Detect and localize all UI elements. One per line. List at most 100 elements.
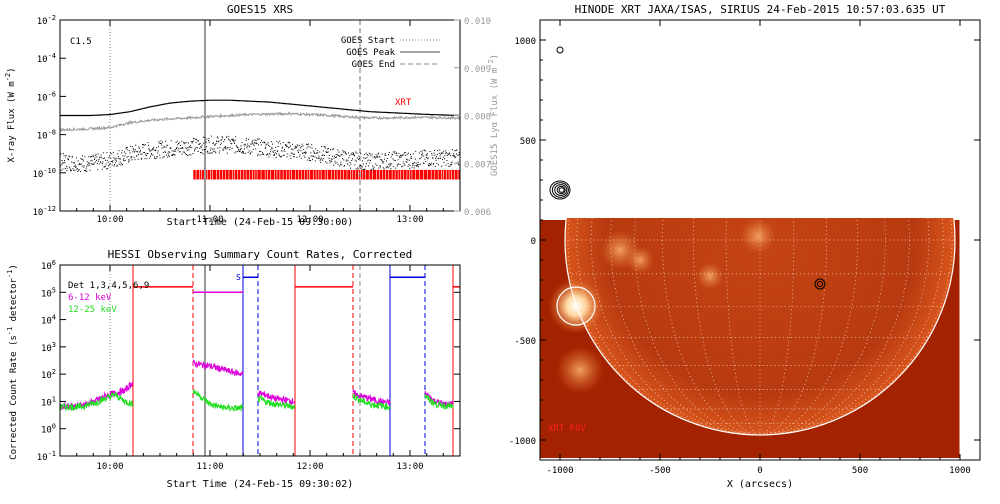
goes-short-channel-point — [142, 144, 143, 146]
goes-short-channel-point — [338, 155, 340, 157]
goes-short-channel-point — [251, 141, 253, 143]
goes-short-channel-point — [456, 149, 458, 151]
xrt-longitude-line — [576, 218, 761, 436]
goes-short-channel-point — [412, 164, 414, 166]
goes-y-right-tick-label: 0.009 — [464, 65, 491, 75]
goes-short-channel-point — [412, 163, 413, 165]
goes-short-channel-point — [158, 146, 159, 148]
goes-short-channel-point — [165, 146, 167, 148]
goes-short-channel-point — [187, 147, 189, 149]
xrt-longitude-line — [759, 218, 858, 436]
goes-short-channel-point — [139, 151, 141, 153]
goes-short-channel-point — [375, 154, 377, 156]
goes-short-channel-point — [451, 164, 453, 166]
hessi-y-tick-label: 102 — [41, 368, 56, 381]
goes-short-channel-point — [323, 145, 325, 147]
goes-short-channel-point — [115, 157, 117, 159]
goes-short-channel-point — [244, 145, 246, 147]
goes-short-channel-point — [416, 165, 417, 167]
goes-short-channel-point — [420, 156, 422, 158]
goes-short-channel-point — [98, 160, 99, 162]
goes-short-channel-point — [403, 163, 405, 165]
goes-short-channel-point — [150, 155, 151, 157]
goes-short-channel-point — [314, 160, 316, 162]
hessi-x-tick-label: 10:00 — [96, 462, 123, 472]
goes-short-channel-point — [105, 159, 107, 161]
goes-short-channel-point — [441, 165, 443, 167]
xrt-longitude-line — [759, 218, 828, 436]
goes-short-channel-point — [274, 150, 276, 152]
goes-short-channel-point — [384, 154, 386, 156]
goes-short-channel-point — [397, 159, 399, 161]
goes-short-channel-point — [115, 159, 117, 161]
goes-short-channel-point — [240, 145, 242, 147]
xrt-x-tick-label: -1000 — [546, 466, 573, 476]
goes-short-channel-point — [88, 162, 90, 164]
goes-short-channel-point — [230, 138, 232, 140]
goes-short-channel-point — [130, 157, 132, 159]
goes-short-channel-point — [251, 151, 253, 153]
goes-short-channel-point — [84, 156, 86, 158]
goes-short-channel-point — [242, 151, 244, 153]
hessi-12-25kev-line — [60, 391, 134, 412]
goes-short-channel-point — [224, 146, 226, 148]
goes-short-channel-point — [259, 150, 261, 152]
goes-short-channel-point — [402, 161, 404, 163]
goes-short-channel-point — [200, 147, 202, 149]
goes-short-channel-point — [129, 150, 131, 152]
goes-short-channel-point — [444, 158, 445, 160]
goes-short-channel-point — [253, 143, 255, 145]
goes-short-channel-point — [368, 152, 370, 154]
goes-short-channel-point — [181, 153, 183, 155]
goes-short-channel-point — [364, 154, 365, 156]
goes-short-channel-point — [176, 147, 178, 149]
goes-short-channel-point — [220, 142, 222, 144]
xrt-x-tick-label: 1000 — [949, 466, 971, 476]
goes-short-channel-point — [182, 148, 184, 150]
goes-short-channel-point — [282, 141, 284, 143]
goes-short-channel-point — [146, 155, 147, 157]
goes-short-channel-point — [385, 154, 387, 156]
goes-short-channel-point — [306, 147, 308, 149]
goes-short-channel-point — [194, 149, 196, 151]
goes-short-channel-point — [71, 161, 73, 163]
goes-short-channel-point — [134, 151, 135, 153]
goes-short-channel-point — [266, 143, 268, 145]
goes-short-channel-point — [103, 166, 105, 168]
goes-short-channel-point — [302, 145, 304, 147]
goes-short-channel-point — [345, 152, 347, 154]
goes-short-channel-point — [200, 152, 201, 154]
goes-short-channel-point — [92, 163, 93, 165]
goes-short-channel-point — [154, 158, 156, 160]
goes-short-channel-point — [92, 156, 94, 158]
goes-short-channel-point — [183, 141, 185, 143]
goes-short-channel-point — [138, 147, 140, 149]
goes-short-channel-point — [118, 163, 120, 165]
goes-short-channel-point — [198, 140, 199, 142]
goes-short-channel-point — [95, 153, 97, 155]
goes-short-channel-point — [319, 159, 321, 161]
goes-short-channel-point — [73, 165, 75, 167]
xrt-bright-region — [740, 218, 776, 254]
goes-short-channel-point — [384, 152, 386, 154]
goes-xrt-coverage-bar — [193, 169, 460, 180]
goes-short-channel-point — [267, 154, 269, 156]
goes-short-channel-point — [179, 151, 181, 153]
xrt-hessi-contour — [556, 185, 566, 195]
goes-short-channel-point — [223, 147, 225, 149]
goes-short-channel-point — [321, 154, 323, 156]
goes-short-channel-point — [148, 144, 149, 146]
goes-short-channel-point — [112, 161, 113, 163]
goes-short-channel-point — [315, 152, 317, 154]
goes-short-channel-point — [377, 153, 379, 155]
goes-short-channel-point — [99, 157, 101, 159]
goes-short-channel-point — [446, 152, 447, 154]
xrt-y-tick-label: 1000 — [514, 37, 536, 47]
goes-short-channel-point — [88, 162, 89, 164]
goes-short-channel-point — [253, 145, 255, 147]
goes-short-channel-point — [91, 156, 93, 158]
goes-short-channel-point — [161, 144, 163, 146]
goes-short-channel-point — [350, 163, 352, 165]
goes-short-channel-point — [301, 146, 303, 148]
